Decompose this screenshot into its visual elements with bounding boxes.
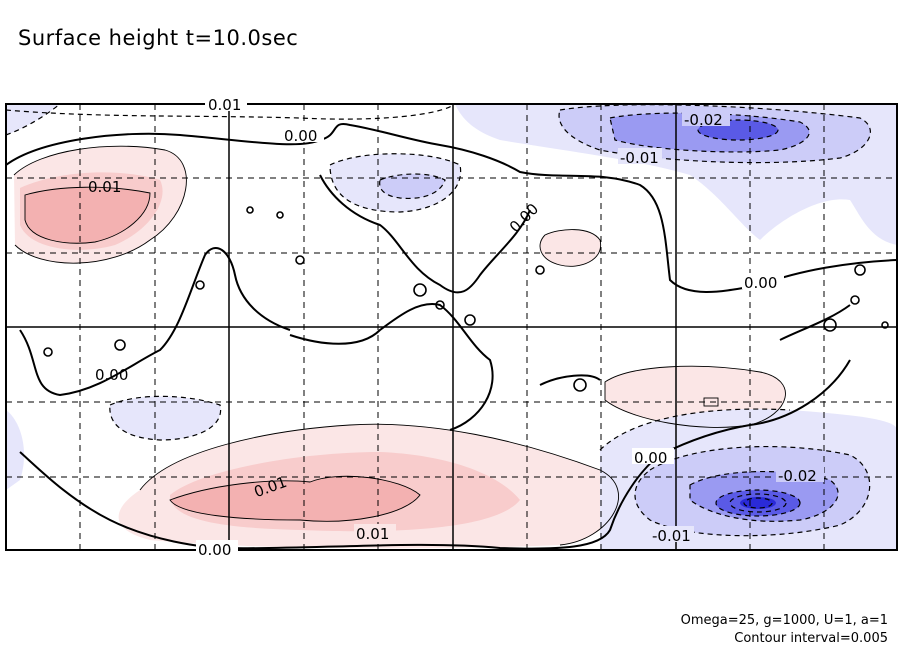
contour-label: 0.01 <box>208 96 241 114</box>
positive-regions-strong <box>25 187 420 522</box>
contour-label: -0.02 <box>684 111 723 129</box>
zero-contours <box>5 123 898 550</box>
negative-regions-center <box>740 497 776 509</box>
contour-label: 0.00 <box>744 274 777 292</box>
contour-label: -0.02 <box>778 467 817 485</box>
contour-label: 0.00 <box>634 449 667 467</box>
contour-label: 0.01 <box>88 178 121 196</box>
contour-label: 0.00 <box>284 127 317 145</box>
contour-islands <box>43 206 889 392</box>
plot-title: Surface height t=10.0sec <box>18 26 299 50</box>
contour-interval-text: Contour interval=0.005 <box>734 631 888 646</box>
negative-contours <box>5 103 871 537</box>
contour-label: 0.00 <box>95 366 128 384</box>
grid-solid <box>6 104 897 550</box>
positive-contours-thin <box>13 145 786 546</box>
contour-label: -0.01 <box>620 149 659 167</box>
contour-label: 0.00 <box>198 541 231 559</box>
plot-frame <box>5 103 898 551</box>
parameters-text: Omega=25, g=1000, U=1, a=1 <box>680 613 888 628</box>
contour-label: 0.01 <box>356 525 389 543</box>
contour-label: -0.01 <box>652 527 691 545</box>
